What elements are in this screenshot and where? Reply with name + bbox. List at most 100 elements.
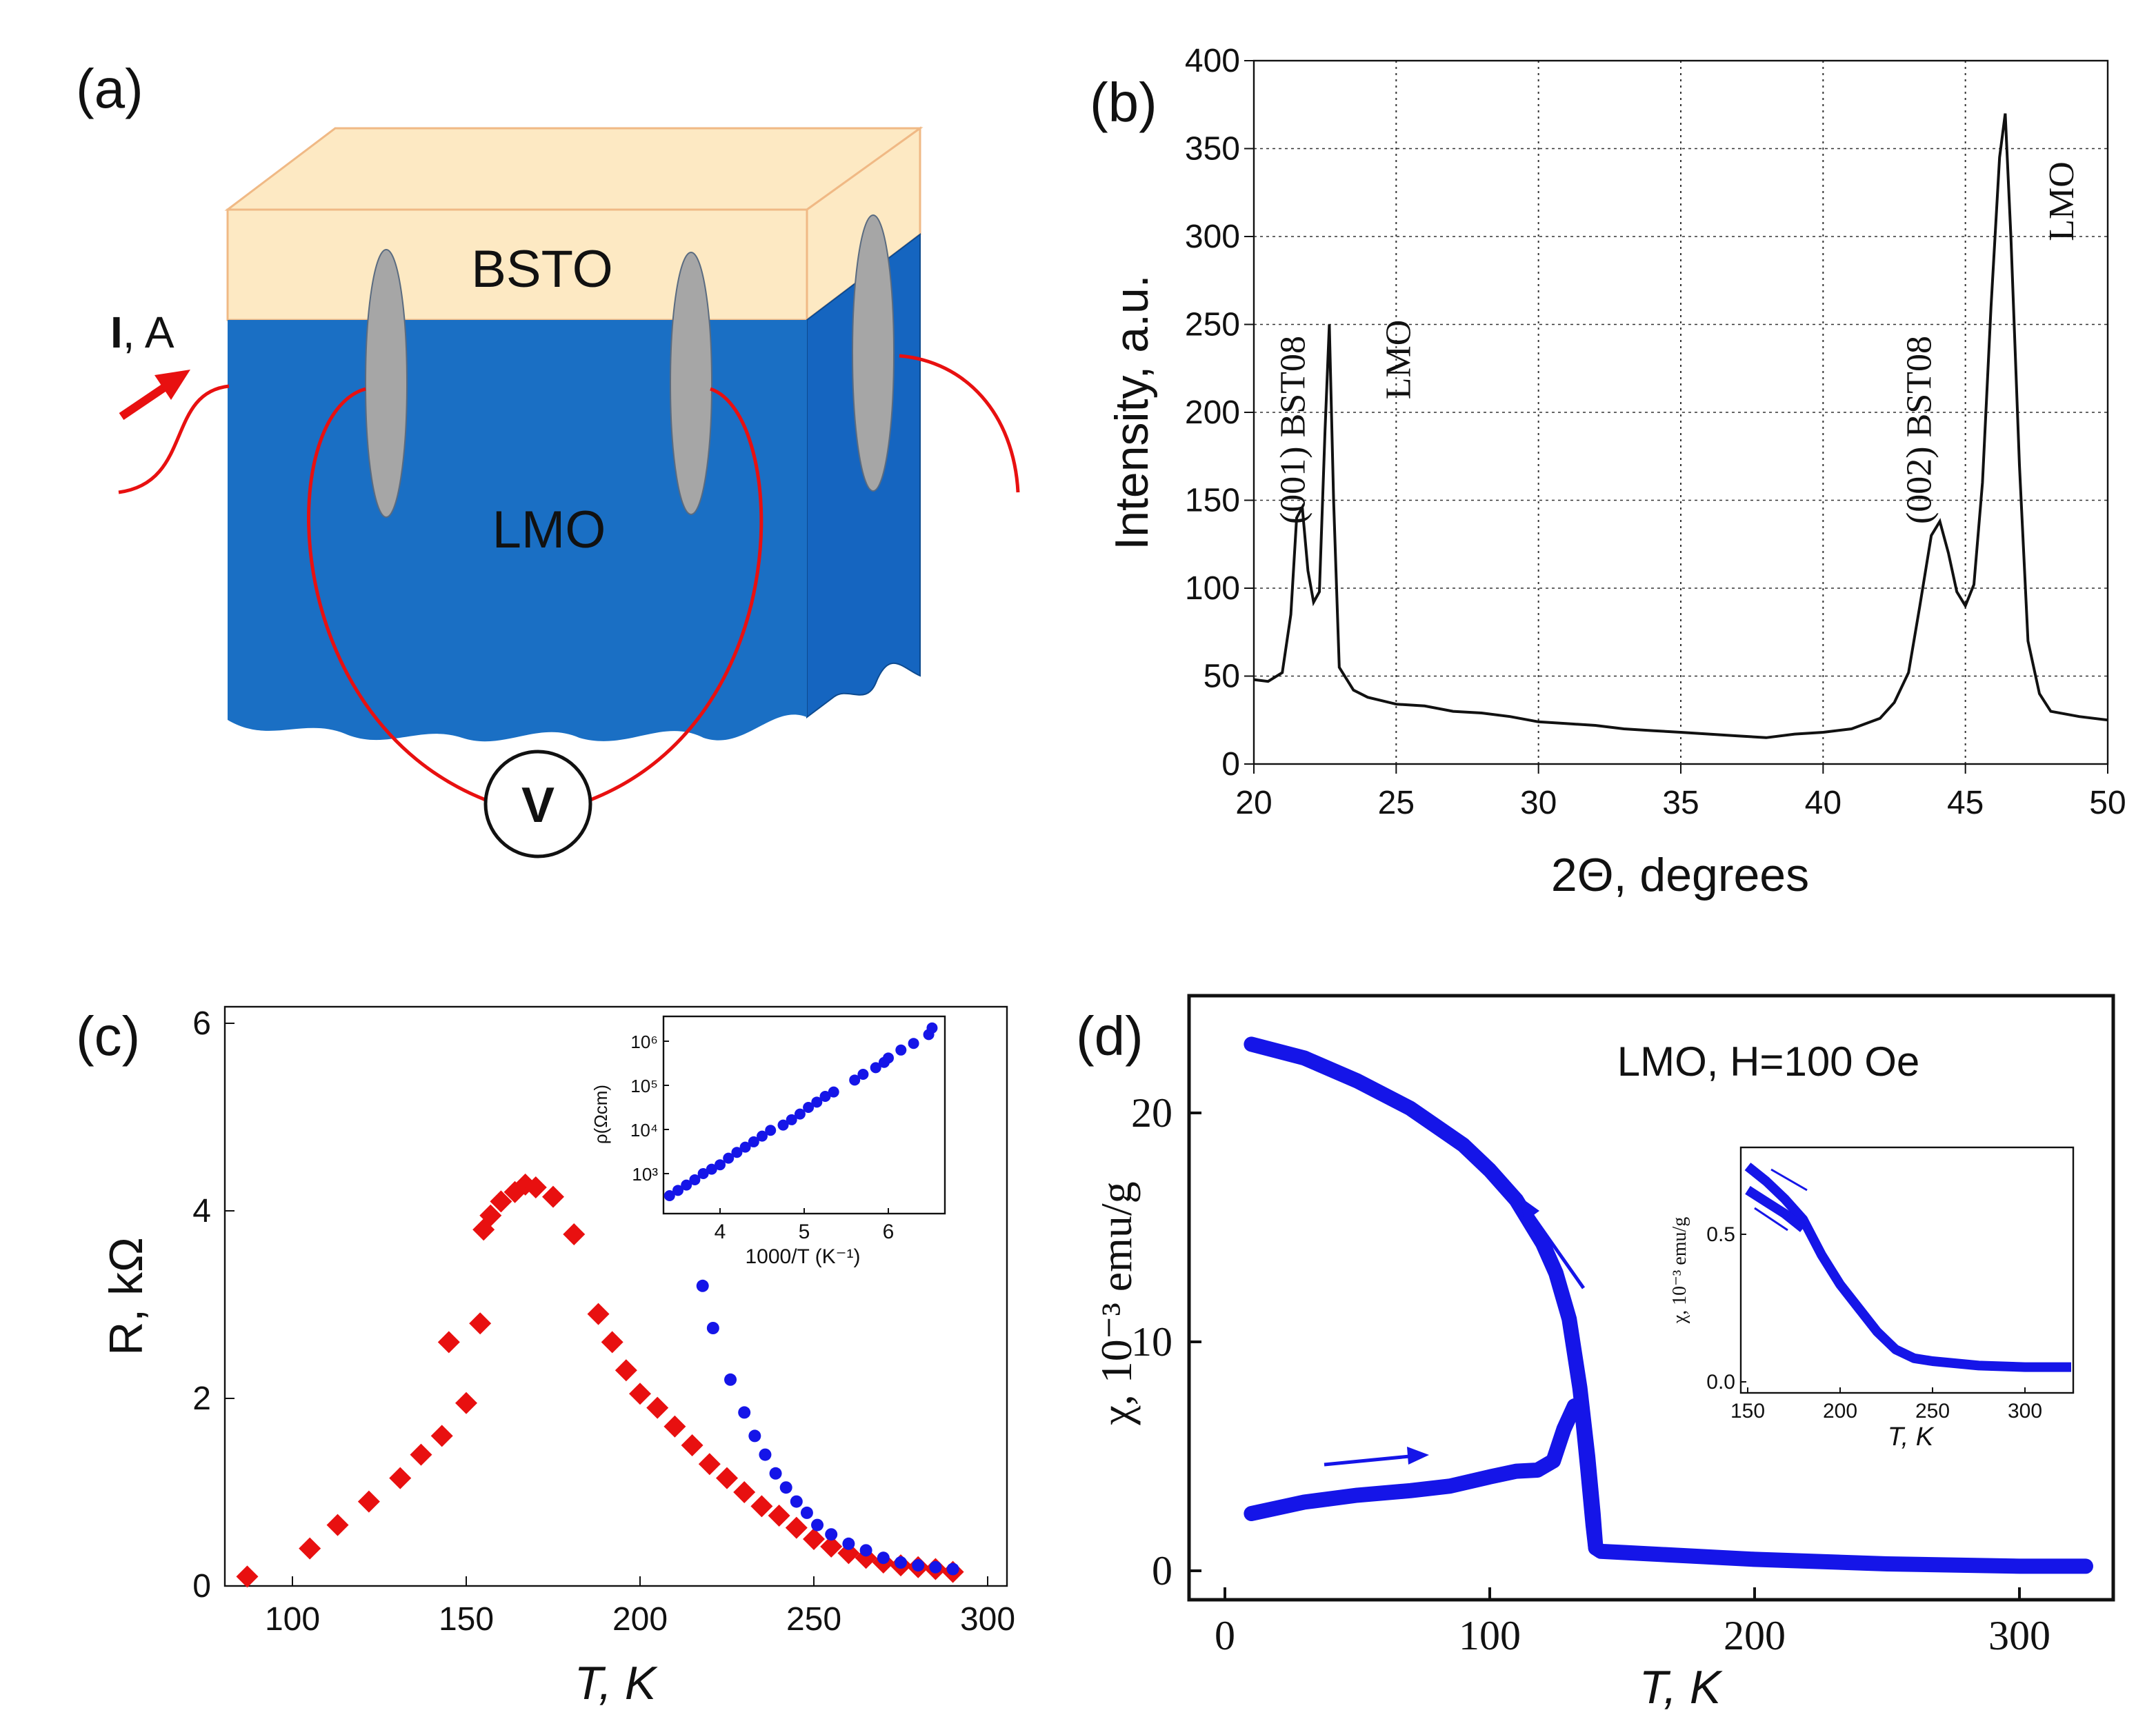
panel-d-chart: (d) 0 100 200 300 0 10 20 T, K χ, 10⁻³ emu/g LMO, …: [1076, 994, 2115, 1714]
data-point-red: [357, 1490, 380, 1513]
data-point-red: [646, 1396, 669, 1419]
inset-warming-arrow-icon: [1754, 1207, 1788, 1232]
current-arrow-icon: [119, 381, 171, 420]
bsto-layer: [226, 208, 808, 321]
data-point-blue: [912, 1559, 925, 1572]
inset-data-point: [828, 1086, 839, 1098]
inset-x-axis-label: T, K: [1888, 1423, 1935, 1451]
data-point-blue: [790, 1495, 803, 1508]
data-point-red: [563, 1223, 586, 1245]
inset-x-tick-label: 300: [2008, 1400, 2042, 1423]
data-point-red: [437, 1331, 460, 1354]
inset-data-point: [811, 1096, 823, 1108]
inset-x-tick-label: 5: [799, 1220, 810, 1243]
data-point-blue: [842, 1537, 855, 1550]
inset-data-point: [926, 1022, 938, 1034]
contact-1: [365, 249, 408, 518]
y-tick-label: 2: [192, 1380, 211, 1417]
x-tick-label: 50: [2089, 785, 2126, 821]
x-axis-label: 2Θ, degrees: [1551, 849, 1809, 901]
data-point-red: [430, 1425, 453, 1447]
data-point-red: [479, 1204, 502, 1227]
data-point-blue: [859, 1544, 872, 1557]
y-axis-label: R, kΩ: [100, 1237, 152, 1356]
inset-data-point: [739, 1141, 751, 1153]
contact-2: [670, 252, 712, 515]
inset-x-tick-label: 200: [1823, 1400, 1857, 1423]
data-point-blue: [946, 1563, 959, 1576]
y-tick-label: 100: [1185, 570, 1240, 607]
x-tick-label: 35: [1662, 785, 1699, 821]
inset-data-point: [672, 1185, 683, 1196]
inset-data-point: [715, 1159, 726, 1171]
data-point-red: [236, 1565, 259, 1588]
inset-x-tick-label: 150: [1730, 1400, 1765, 1423]
data-point-blue: [811, 1518, 824, 1531]
inset-data-point: [908, 1038, 919, 1049]
y-tick-label: 350: [1185, 131, 1240, 168]
data-point-red: [785, 1516, 808, 1539]
y-tick-label: 10: [1131, 1319, 1172, 1365]
data-point-blue: [779, 1481, 792, 1494]
data-point-red: [750, 1495, 773, 1518]
data-point-red: [601, 1331, 623, 1354]
data-point-red: [803, 1528, 825, 1550]
inset-lower-curve: [1745, 1185, 1806, 1232]
panel-c-chart: (c) 100 150 200 250 300 0 2 4 6 T, K R, kΩ 4 5 6 10³ 10⁴…: [76, 1005, 1015, 1709]
y-tick-label: 0: [192, 1568, 211, 1605]
inset-data-point: [786, 1114, 797, 1125]
cooling-arrow-icon: [1529, 1212, 1586, 1289]
data-point-red: [326, 1514, 349, 1536]
x-axis-label: T, K: [575, 1657, 658, 1709]
data-point-blue: [769, 1467, 782, 1480]
data-point-red: [490, 1190, 512, 1213]
chart-title: LMO, H=100 Oe: [1617, 1038, 1920, 1085]
zfc-series-line: [1244, 1398, 1604, 1556]
x-tick-label: 20: [1235, 785, 1272, 821]
inset-data-point: [731, 1147, 743, 1158]
contact-3: [852, 214, 895, 492]
x-tick-label: 200: [612, 1601, 668, 1638]
data-point-red: [681, 1434, 703, 1456]
data-point-red: [410, 1443, 432, 1466]
x-tick-label: 100: [1459, 1613, 1521, 1658]
inset-data-point: [748, 1136, 759, 1147]
data-point-blue: [724, 1373, 737, 1386]
panel-b-label: (b): [1090, 72, 1157, 133]
peak-annotation: (002) BST08: [1900, 336, 1939, 524]
y-tick-label: 150: [1185, 483, 1240, 519]
data-point-red: [820, 1535, 843, 1558]
current-arrow-head: [154, 370, 190, 400]
x-tick-label: 0: [1215, 1613, 1235, 1658]
inset-x-axis-label: 1000/T (K⁻¹): [745, 1245, 860, 1268]
panel-c-label: (c): [76, 1005, 140, 1067]
data-point-red: [455, 1392, 477, 1414]
peak-annotation: LMO: [2042, 161, 2082, 241]
x-tick-label: 300: [1988, 1613, 2050, 1658]
data-point-blue: [895, 1556, 907, 1569]
inset-cooling-arrow-icon: [1770, 1168, 1808, 1192]
lmo-label: LMO: [492, 501, 606, 559]
peak-annotation: LMO: [1379, 320, 1418, 400]
inset-data-point: [681, 1179, 692, 1191]
data-point-red: [837, 1542, 860, 1565]
y-tick-label: 50: [1204, 659, 1240, 695]
data-point-red: [542, 1185, 564, 1208]
warming-arrow-head: [1407, 1447, 1429, 1465]
inset-data-point: [663, 1190, 675, 1201]
inset-data-point: [689, 1174, 701, 1185]
data-point-blue: [825, 1528, 838, 1541]
data-point-blue: [748, 1429, 761, 1443]
inset-y-tick-label: 10³: [632, 1164, 658, 1185]
inset-x-tick-label: 4: [715, 1220, 726, 1243]
x-tick-label: 150: [439, 1601, 494, 1638]
data-point-red: [299, 1537, 321, 1560]
panel-b-chart: (b) 20 25 30 35 40 45 50 0 50 100 150 200 250 300 350 40…: [1090, 43, 2126, 901]
y-tick-label: 400: [1185, 43, 1240, 79]
inset-y-tick-label: 10⁶: [630, 1032, 658, 1052]
panel-a-diagram: (a) V I, A BSTO LMO: [76, 58, 1020, 858]
data-point-blue: [759, 1448, 772, 1461]
data-point-blue: [800, 1506, 813, 1519]
current-wire-right: [899, 354, 1020, 493]
